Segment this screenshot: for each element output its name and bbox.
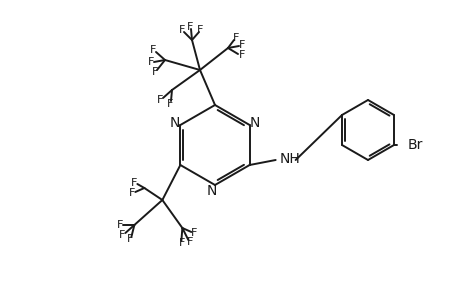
Text: NH: NH: [279, 152, 300, 166]
Text: F: F: [117, 220, 123, 230]
Text: Br: Br: [407, 138, 422, 152]
Text: F: F: [131, 178, 137, 188]
Text: F: F: [119, 230, 125, 240]
Text: F: F: [129, 188, 135, 198]
Text: F: F: [186, 22, 193, 32]
Text: N: N: [249, 116, 259, 130]
Text: F: F: [151, 67, 158, 77]
Text: F: F: [238, 50, 245, 60]
Text: F: F: [127, 234, 133, 244]
Text: F: F: [147, 57, 154, 67]
Text: F: F: [167, 99, 173, 109]
Text: F: F: [238, 40, 245, 50]
Text: F: F: [179, 238, 185, 248]
Text: F: F: [157, 95, 163, 105]
Text: N: N: [169, 116, 179, 130]
Text: F: F: [187, 237, 193, 247]
Text: F: F: [150, 45, 156, 55]
Text: F: F: [196, 25, 203, 35]
Text: N: N: [207, 184, 217, 198]
Text: F: F: [179, 25, 185, 35]
Text: F: F: [191, 228, 197, 238]
Text: F: F: [232, 33, 239, 43]
